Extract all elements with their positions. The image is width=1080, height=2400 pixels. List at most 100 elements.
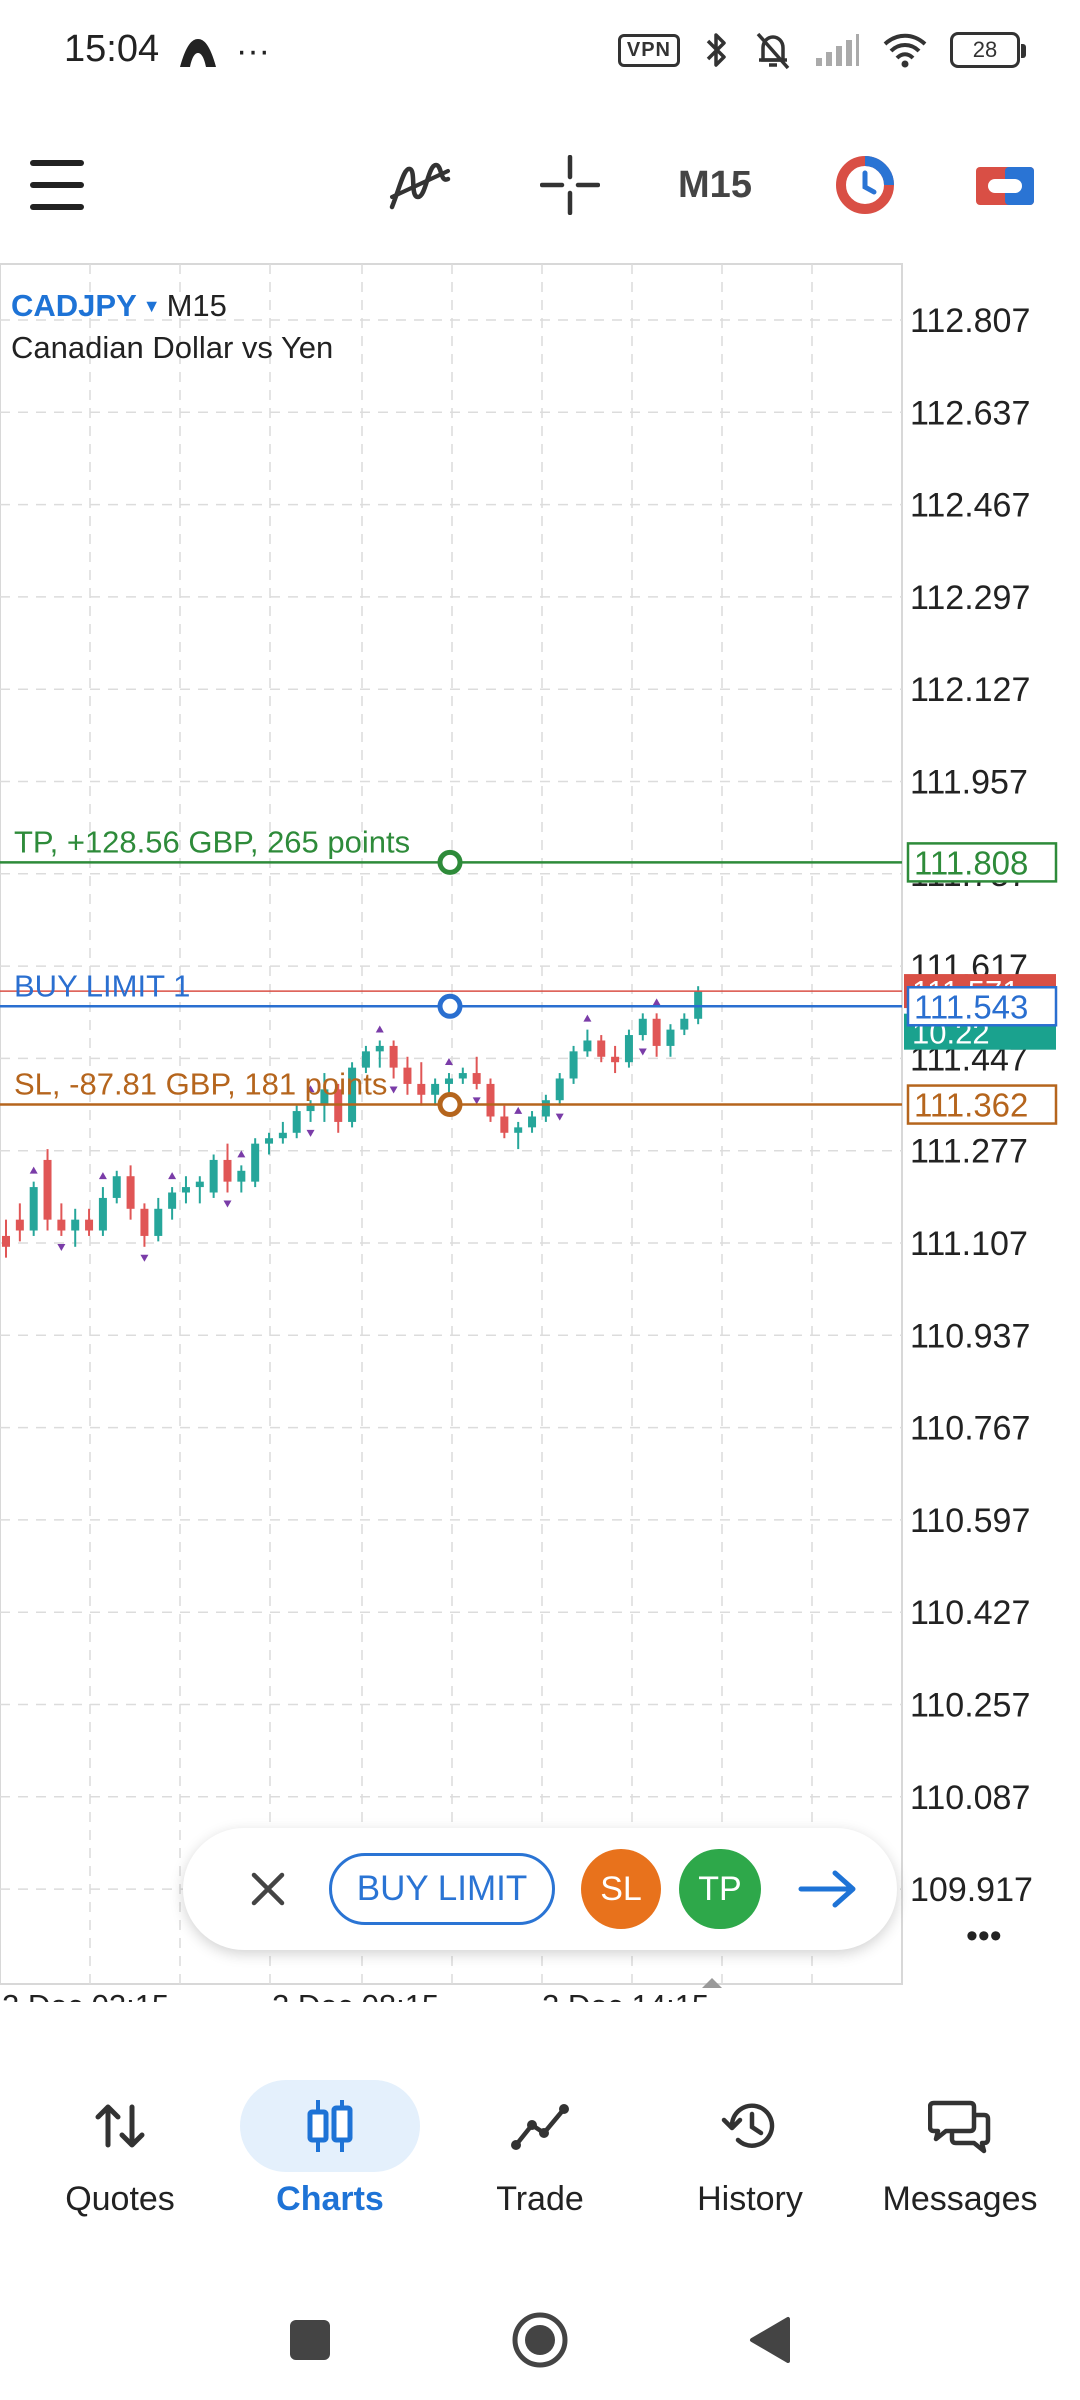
take-profit-drag-handle[interactable]	[437, 849, 463, 875]
objects-button[interactable]	[820, 130, 910, 240]
time-axis-label: 2 Dec 02:15	[2, 1988, 169, 2002]
nav-charts[interactable]: Charts	[222, 2070, 438, 2240]
status-right-icons: VPN 28	[617, 30, 1026, 70]
fractal-up-marker	[652, 998, 661, 1006]
nav-history[interactable]: History	[642, 2070, 858, 2240]
candle-bearish	[652, 1018, 661, 1046]
fractal-down-marker	[140, 1254, 149, 1262]
price-axis-label: 111.957	[910, 764, 1028, 802]
buy-limit-price-tag	[906, 986, 1058, 1027]
trade-line-icon	[511, 2104, 569, 2150]
bluetooth-icon	[706, 33, 726, 67]
candle-bullish	[181, 1187, 190, 1193]
cell-signal-icon	[816, 34, 859, 66]
plot-frame	[0, 263, 903, 1985]
candle-bearish	[389, 1045, 398, 1068]
indicators-button[interactable]	[380, 130, 460, 240]
candle-bearish	[403, 1067, 412, 1084]
stop-loss-label: SL, -87.81 GBP, 181 points	[14, 1067, 387, 1102]
take-profit-label: TP, +128.56 GBP, 265 points	[14, 824, 410, 859]
price-axis-label: 112.807	[910, 302, 1030, 340]
candle-bearish	[417, 1083, 426, 1095]
candle-bullish	[265, 1138, 274, 1144]
status-bar: 15:04 ··· VPN 28	[0, 0, 1080, 104]
candle-bullish	[98, 1197, 107, 1231]
battery-level: 28	[972, 37, 998, 62]
symbol-description: Canadian Dollar vs Yen	[11, 330, 334, 365]
candlestick-chart-icon	[307, 2100, 353, 2152]
home-button[interactable]	[480, 2280, 600, 2400]
candle-bullish	[361, 1051, 370, 1068]
recents-button[interactable]	[250, 2280, 370, 2400]
fractal-down-marker	[223, 1200, 232, 1208]
one-click-trading-button[interactable]	[960, 130, 1050, 240]
time-axis-label: 2 Dec 14:15	[542, 1988, 709, 2002]
nav-trade[interactable]: Trade	[432, 2070, 648, 2240]
candle-bullish	[528, 1116, 537, 1128]
nav-trade-label: Trade	[496, 2180, 584, 2218]
fractal-up-marker	[306, 1085, 315, 1093]
buy-limit-drag-handle[interactable]	[437, 993, 463, 1019]
fractal-up-marker	[29, 1166, 38, 1174]
symbol-dropdown-icon: ▼	[142, 295, 161, 316]
take-profit-price-tag	[906, 842, 1058, 883]
timeframe-button[interactable]: M15	[660, 130, 770, 240]
candle-bullish	[458, 1073, 467, 1079]
price-axis-label: 109.917	[910, 1871, 1033, 1909]
chart-more-button[interactable]: •••	[966, 1917, 1002, 1955]
chart-symbol-info: CADJPY ▼ M15 Canadian Dollar vs Yen	[11, 288, 333, 366]
order-type-button[interactable]: BUY LIMIT	[329, 1853, 555, 1925]
nav-history-label: History	[697, 2180, 803, 2218]
symbol-selector[interactable]: CADJPY ▼ M15	[11, 288, 333, 324]
price-axis-label: 112.127	[910, 671, 1030, 709]
nav-quotes[interactable]: Quotes	[12, 2070, 228, 2240]
candle-bullish	[624, 1035, 633, 1063]
candle-bearish	[597, 1040, 606, 1057]
stop-loss-drag-handle[interactable]	[437, 1092, 463, 1118]
status-time: 15:04	[64, 28, 160, 70]
candle-bullish	[320, 1089, 329, 1106]
price-axis-label: 112.467	[910, 487, 1030, 525]
symbol-name: CADJPY	[11, 288, 137, 323]
fractal-down-marker	[555, 1113, 564, 1121]
fractal-up-marker	[375, 1025, 384, 1033]
cancel-order-button[interactable]	[237, 1858, 299, 1920]
candle-bearish	[85, 1219, 94, 1231]
price-chart[interactable]: 112.807 112.637 112.467 112.297 112.127 111.9…	[0, 262, 1080, 2002]
indicators-icon	[389, 162, 451, 210]
candle-bullish	[29, 1187, 38, 1231]
stop-loss-button[interactable]: SL	[581, 1849, 661, 1929]
mountain-notification-icon	[180, 38, 216, 67]
price-axis-label: 111.107	[910, 1225, 1028, 1263]
candle-bearish	[500, 1116, 509, 1133]
nav-quotes-label: Quotes	[65, 2180, 175, 2218]
candle-bearish	[43, 1159, 52, 1220]
arrow-right-icon	[798, 1870, 856, 1908]
candle-bullish	[251, 1143, 260, 1182]
fractal-down-marker	[472, 1097, 481, 1105]
triangle-back-icon	[750, 2317, 790, 2363]
fractal-up-marker	[514, 1106, 523, 1114]
chart-toolbar: M15	[0, 130, 1080, 240]
candle-bullish	[666, 1029, 675, 1046]
battery-indicator: 28	[950, 32, 1026, 68]
nav-charts-label: Charts	[276, 2180, 384, 2218]
candle-bullish	[431, 1083, 440, 1095]
candle-bearish	[472, 1073, 481, 1084]
stop-loss-price-tag	[906, 1084, 1058, 1125]
fractal-up-marker	[237, 1150, 246, 1158]
place-order-button[interactable]	[795, 1856, 861, 1922]
fractal-up-marker	[583, 1014, 592, 1022]
back-button[interactable]	[710, 2280, 830, 2400]
price-axis-label: 110.937	[910, 1317, 1030, 1355]
crosshair-button[interactable]	[530, 130, 610, 240]
candle-bullish	[237, 1170, 246, 1182]
candle-bullish	[541, 1100, 550, 1117]
take-profit-button[interactable]: TP	[679, 1849, 761, 1929]
candle-bullish	[555, 1078, 564, 1101]
messages-chat-icon	[928, 2100, 991, 2154]
menu-button[interactable]	[22, 130, 92, 240]
nav-messages[interactable]: Messages	[852, 2070, 1068, 2240]
crosshair-icon	[540, 155, 600, 215]
candle-bearish	[611, 1056, 620, 1063]
